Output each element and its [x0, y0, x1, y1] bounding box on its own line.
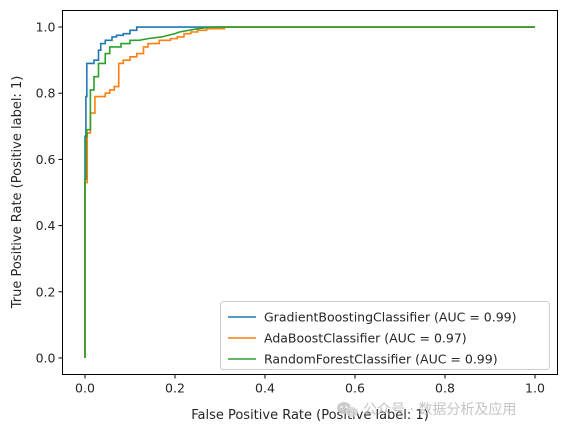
x-tick-label: 0.6 — [345, 381, 365, 396]
y-tick-label: 1.0 — [36, 20, 56, 35]
legend-frame — [220, 301, 550, 370]
y-tick-label: 0.2 — [36, 284, 56, 299]
wechat-icon — [337, 402, 358, 417]
y-axis-label: True Positive Rate (Positive label: 1) — [10, 76, 25, 310]
series-line-1 — [84, 26, 535, 358]
series-line-2 — [84, 26, 535, 358]
plot-lines — [84, 26, 535, 358]
x-axis: 0.0 0.2 0.4 0.6 0.8 1.0 — [75, 374, 545, 396]
x-axis-label: False Positive Rate (Positive label: 1) — [191, 408, 429, 423]
x-tick-label: 0.4 — [255, 381, 275, 396]
x-tick-label: 0.8 — [435, 381, 455, 396]
legend: GradientBoostingClassifier (AUC = 0.99) A… — [220, 301, 550, 370]
y-tick-label: 0.8 — [36, 86, 56, 101]
legend-label-1: AdaBoostClassifier (AUC = 0.97) — [264, 331, 467, 346]
watermark-text: 公众号 · 数据分析及应用 — [363, 401, 516, 418]
x-tick-label: 1.0 — [525, 381, 545, 396]
x-tick-label: 0.0 — [75, 381, 95, 396]
y-tick-label: 0.6 — [36, 152, 56, 167]
legend-label-0: GradientBoostingClassifier (AUC = 0.99) — [264, 310, 517, 325]
legend-label-2: RandomForestClassifier (AUC = 0.99) — [264, 352, 498, 367]
y-tick-label: 0.4 — [36, 218, 56, 233]
plot-frame — [62, 10, 558, 375]
watermark: 公众号 · 数据分析及应用 — [337, 401, 516, 418]
y-axis: 0.0 0.2 0.4 0.6 0.8 1.0 — [36, 20, 63, 365]
x-tick-label: 0.2 — [165, 381, 185, 396]
y-tick-label: 0.0 — [36, 350, 56, 365]
series-line-0 — [84, 26, 535, 358]
